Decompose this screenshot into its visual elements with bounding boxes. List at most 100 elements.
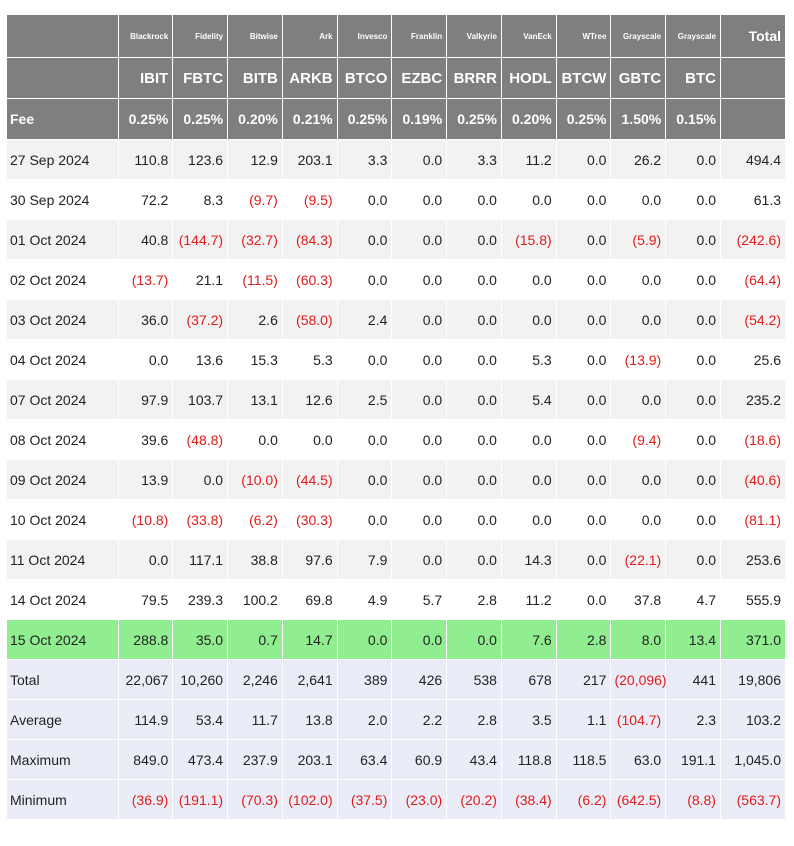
flow-cell: (191.1): [172, 779, 229, 820]
flow-cell: 0.0: [555, 259, 612, 300]
flow-cell: 678: [500, 659, 557, 700]
table-row-highlighted: 15 Oct 2024 288.8 35.0 0.7 14.7 0.0 0.0 0.0 7.6 2…: [6, 619, 787, 660]
table-row: 01 Oct 2024 40.8 (144.7) (32.7) (84.3) 0.0 0.0…: [6, 219, 787, 260]
flow-cell: 0.0: [555, 219, 612, 260]
flow-cell: 15.3: [227, 339, 283, 380]
flow-cell: 0.0: [446, 459, 502, 500]
row-total-cell: 61.3: [719, 179, 787, 220]
flow-cell: 26.2: [610, 139, 667, 180]
flow-cell: 12.9: [227, 139, 283, 180]
flow-cell: (5.9): [610, 219, 667, 260]
flow-cell: 3.5: [500, 699, 557, 740]
flow-cell: (60.3): [281, 259, 338, 300]
summary-row: Minimum (36.9) (191.1) (70.3) (102.0) (37.5)(…: [6, 779, 787, 820]
flow-cell: 0.0: [391, 379, 448, 420]
flow-cell: 0.0: [610, 459, 667, 500]
fee-cell: 0.20%: [227, 98, 283, 140]
flow-cell: 426: [391, 659, 448, 700]
row-label: 02 Oct 2024: [6, 259, 119, 300]
flow-cell: 0.0: [555, 139, 612, 180]
fee-cell: 0.25%: [117, 98, 174, 140]
fee-cell-empty: [719, 98, 787, 140]
ticker-header: BTCW: [555, 57, 612, 99]
flow-cell: 8.3: [172, 179, 229, 220]
issuer-header: Invesco: [336, 14, 393, 58]
issuer-header: Grayscale: [610, 14, 667, 58]
row-label: 27 Sep 2024: [6, 139, 119, 180]
row-label: 11 Oct 2024: [6, 539, 119, 580]
table-row: 11 Oct 2024 0.0 117.1 38.8 97.6 7.9 0.0 0.0 14.3…: [6, 539, 787, 580]
row-total-cell: 235.2: [719, 379, 787, 420]
fee-cell: 0.15%: [665, 98, 721, 140]
flow-cell: 117.1: [172, 539, 229, 580]
flow-cell: 0.0: [500, 459, 557, 500]
table-row: 02 Oct 2024 (13.7) 21.1 (11.5) (60.3) 0.0 0.0 0…: [6, 259, 787, 300]
flow-cell: 0.0: [391, 259, 448, 300]
flow-cell: 14.3: [500, 539, 557, 580]
flow-cell: 0.0: [665, 539, 721, 580]
flow-cell: 4.9: [336, 579, 393, 620]
flow-cell: 0.0: [665, 259, 721, 300]
flow-cell: 40.8: [117, 219, 174, 260]
flow-cell: (9.7): [227, 179, 283, 220]
flow-cell: 43.4: [446, 739, 502, 780]
flow-cell: 3.3: [446, 139, 502, 180]
flow-cell: 203.1: [281, 739, 338, 780]
fee-cell: 0.25%: [172, 98, 229, 140]
table-row: 10 Oct 2024 (10.8) (33.8) (6.2) (30.3) 0.0 0.0…: [6, 499, 787, 540]
row-total-cell: 103.2: [719, 699, 787, 740]
flow-cell: 69.8: [281, 579, 338, 620]
flow-cell: 0.0: [446, 619, 502, 660]
flow-cell: (22.1): [610, 539, 667, 580]
flow-cell: 0.0: [665, 499, 721, 540]
flow-cell: 118.5: [555, 739, 612, 780]
flow-cell: (58.0): [281, 299, 338, 340]
flow-cell: 0.0: [391, 339, 448, 380]
flow-cell: (8.8): [665, 779, 721, 820]
fee-row: Fee 0.25% 0.25% 0.20% 0.21% 0.25% 0.19% 0.25% 0…: [6, 98, 787, 140]
flow-cell: (37.5): [336, 779, 393, 820]
flow-cell: 0.0: [227, 419, 283, 460]
flow-cell: 13.4: [665, 619, 721, 660]
ticker-header: BTC: [665, 57, 721, 99]
flow-cell: 0.0: [665, 419, 721, 460]
flow-cell: 114.9: [117, 699, 174, 740]
flow-cell: (20.2): [446, 779, 502, 820]
flow-cell: 2.8: [555, 619, 612, 660]
flow-cell: 0.0: [391, 459, 448, 500]
flow-cell: (13.7): [117, 259, 174, 300]
ticker-header: GBTC: [610, 57, 667, 99]
flow-cell: 2.4: [336, 299, 393, 340]
flow-cell: 0.0: [336, 419, 393, 460]
flow-cell: 217: [555, 659, 612, 700]
row-label: 08 Oct 2024: [6, 419, 119, 460]
issuer-header: Franklin: [391, 14, 448, 58]
table-header: Blackrock Fidelity Bitwise Ark Invesco Frankl…: [6, 14, 787, 140]
flow-cell: 849.0: [117, 739, 174, 780]
etf-flow-table-container: Blackrock Fidelity Bitwise Ark Invesco Frankl…: [6, 14, 787, 820]
ticker-header: BITB: [227, 57, 283, 99]
flow-cell: 3.3: [336, 139, 393, 180]
flow-cell: (6.2): [555, 779, 612, 820]
flow-cell: 0.0: [281, 419, 338, 460]
flow-cell: 0.0: [336, 339, 393, 380]
flow-cell: 0.0: [665, 459, 721, 500]
flow-cell: 2.0: [336, 699, 393, 740]
flow-cell: (70.3): [227, 779, 283, 820]
flow-cell: 7.9: [336, 539, 393, 580]
row-total-cell: 494.4: [719, 139, 787, 180]
table-row: 07 Oct 2024 97.9 103.7 13.1 12.6 2.5 0.0 0.0 5.4…: [6, 379, 787, 420]
issuer-row: Blackrock Fidelity Bitwise Ark Invesco Frankl…: [6, 14, 787, 58]
flow-cell: 38.8: [227, 539, 283, 580]
flow-cell: 37.8: [610, 579, 667, 620]
flow-cell: 36.0: [117, 299, 174, 340]
flow-cell: 0.0: [555, 179, 612, 220]
flow-cell: (13.9): [610, 339, 667, 380]
flow-cell: 0.0: [610, 299, 667, 340]
fee-cell: 0.20%: [500, 98, 557, 140]
flow-cell: 0.0: [665, 299, 721, 340]
flow-cell: 0.0: [117, 339, 174, 380]
table-body: 27 Sep 2024 110.8 123.6 12.9 203.1 3.3 0.0 3.3 1…: [6, 139, 787, 820]
summary-row: Maximum 849.0 473.4 237.9 203.1 63.4 60.9 43.4 1…: [6, 739, 787, 780]
flow-cell: 5.4: [500, 379, 557, 420]
